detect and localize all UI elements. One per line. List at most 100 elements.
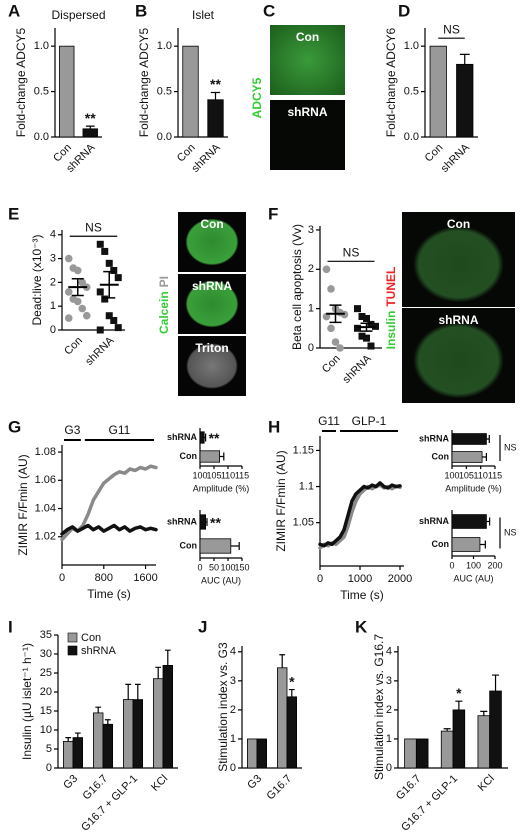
x-tick-label: 110 bbox=[473, 470, 487, 480]
x-tick-label: 0 bbox=[59, 572, 65, 584]
data-point bbox=[358, 332, 366, 340]
y-tick-label: 1.05 bbox=[293, 517, 314, 529]
y-tick-label: 2 bbox=[308, 263, 314, 275]
sem-bar bbox=[360, 322, 373, 332]
x-tick-label: Con bbox=[423, 142, 446, 165]
y-tick-label: 4 bbox=[230, 646, 236, 658]
error-bar bbox=[230, 542, 240, 550]
panel-letter: E bbox=[8, 204, 19, 223]
y-axis-label: Fold-change ADCY5 bbox=[14, 27, 28, 137]
data-point bbox=[96, 240, 104, 248]
data-point bbox=[105, 259, 113, 267]
category-label: Con bbox=[432, 451, 450, 461]
y-axis-label: Fold-change ADCY5 bbox=[137, 27, 151, 137]
data-point bbox=[110, 316, 118, 324]
y-tick-label: 4 bbox=[386, 646, 392, 658]
y-tick-label: 0.0 bbox=[157, 131, 172, 143]
y-tick-label: 4 bbox=[50, 229, 56, 241]
stain-name: Insulin bbox=[384, 311, 398, 350]
x-tick-label: 1000 bbox=[348, 573, 372, 585]
bar bbox=[132, 699, 144, 769]
y-tick-label: 1 bbox=[50, 300, 56, 312]
error-bar bbox=[104, 719, 111, 725]
panel-letter: I bbox=[8, 617, 13, 636]
y-tick-label: 20 bbox=[40, 686, 52, 698]
significance: ** bbox=[210, 76, 221, 92]
comparison-label: NS bbox=[443, 22, 460, 36]
error-bar bbox=[479, 540, 486, 549]
bar bbox=[199, 450, 221, 463]
bar bbox=[199, 431, 205, 444]
x-tick-label: 105 bbox=[206, 470, 221, 480]
x-tick-label: G16.7 + GLP-1 bbox=[79, 773, 140, 834]
data-point bbox=[105, 312, 113, 320]
comparison-label: NS bbox=[504, 527, 517, 537]
y-tick-label: 0 bbox=[308, 342, 314, 354]
bar bbox=[123, 699, 134, 769]
y-tick-label: 0.5 bbox=[404, 85, 419, 97]
bar bbox=[256, 738, 268, 769]
significance: * bbox=[289, 673, 295, 689]
bar bbox=[452, 709, 466, 769]
legend-label: shRNA bbox=[81, 645, 117, 657]
error-bar bbox=[65, 737, 72, 742]
x-tick-label: 50 bbox=[209, 562, 219, 572]
error-bar bbox=[443, 728, 451, 732]
legend-swatch bbox=[67, 645, 78, 656]
y-tick-label: 0 bbox=[50, 324, 56, 336]
micrograph bbox=[270, 25, 345, 95]
comparison-label: NS bbox=[343, 245, 360, 259]
stain-name: Calcein bbox=[157, 291, 171, 334]
x-axis-label: AUC (AU) bbox=[454, 573, 494, 583]
panel-letter: B bbox=[135, 1, 147, 20]
bar bbox=[276, 667, 288, 769]
error-bar bbox=[219, 452, 225, 461]
data-point bbox=[64, 254, 73, 263]
data-point bbox=[110, 266, 118, 274]
panel-letter: A bbox=[8, 1, 20, 20]
significance: ** bbox=[209, 430, 220, 446]
chart-title: Islet bbox=[192, 8, 215, 22]
data-point bbox=[82, 311, 91, 320]
stimulus-label: G11 bbox=[318, 414, 340, 428]
y-tick-label: 3 bbox=[230, 675, 236, 687]
y-tick-label: 2 bbox=[230, 704, 236, 716]
y-tick-label: 0.5 bbox=[157, 85, 172, 97]
error-bar bbox=[204, 433, 207, 442]
category-label: shRNA bbox=[419, 433, 450, 443]
y-axis-label: Stimulation index vs. G16.7 bbox=[372, 634, 386, 780]
stimulus-label: GLP-1 bbox=[352, 414, 387, 428]
data-point bbox=[73, 266, 82, 275]
bar bbox=[152, 678, 164, 769]
x-axis-label: Time (s) bbox=[340, 588, 384, 602]
y-tick-label: 15 bbox=[40, 705, 52, 717]
y-tick-label: 1.1 bbox=[299, 480, 314, 492]
bar bbox=[404, 738, 417, 769]
category-label: shRNA bbox=[419, 516, 450, 526]
y-tick-label: 1.0 bbox=[157, 40, 172, 52]
x-tick-label: shRNA bbox=[83, 334, 117, 368]
y-tick-label: 0.0 bbox=[34, 131, 49, 143]
y-tick-label: 1 bbox=[308, 303, 314, 315]
data-point bbox=[327, 285, 335, 293]
data-point bbox=[73, 297, 82, 306]
y-tick-label: 1.0 bbox=[404, 40, 419, 52]
comparison-label: NS bbox=[504, 442, 517, 452]
x-tick-label: shRNA bbox=[190, 141, 224, 175]
trace bbox=[60, 523, 158, 536]
x-tick-label: 0 bbox=[197, 562, 202, 572]
sem-bar bbox=[71, 278, 84, 297]
data-point bbox=[114, 324, 122, 332]
sem-bar bbox=[103, 270, 116, 299]
x-tick-label: 150 bbox=[234, 562, 249, 572]
tile-label: Triton bbox=[195, 341, 228, 355]
error-bar bbox=[455, 700, 463, 710]
panel-letter: H bbox=[268, 417, 280, 436]
data-point bbox=[336, 344, 344, 352]
data-point bbox=[96, 326, 104, 334]
error-bar bbox=[205, 518, 208, 526]
data-point bbox=[354, 305, 361, 313]
micrograph bbox=[402, 308, 515, 403]
error-bar bbox=[480, 710, 488, 716]
y-tick-label: 1 bbox=[386, 733, 392, 745]
